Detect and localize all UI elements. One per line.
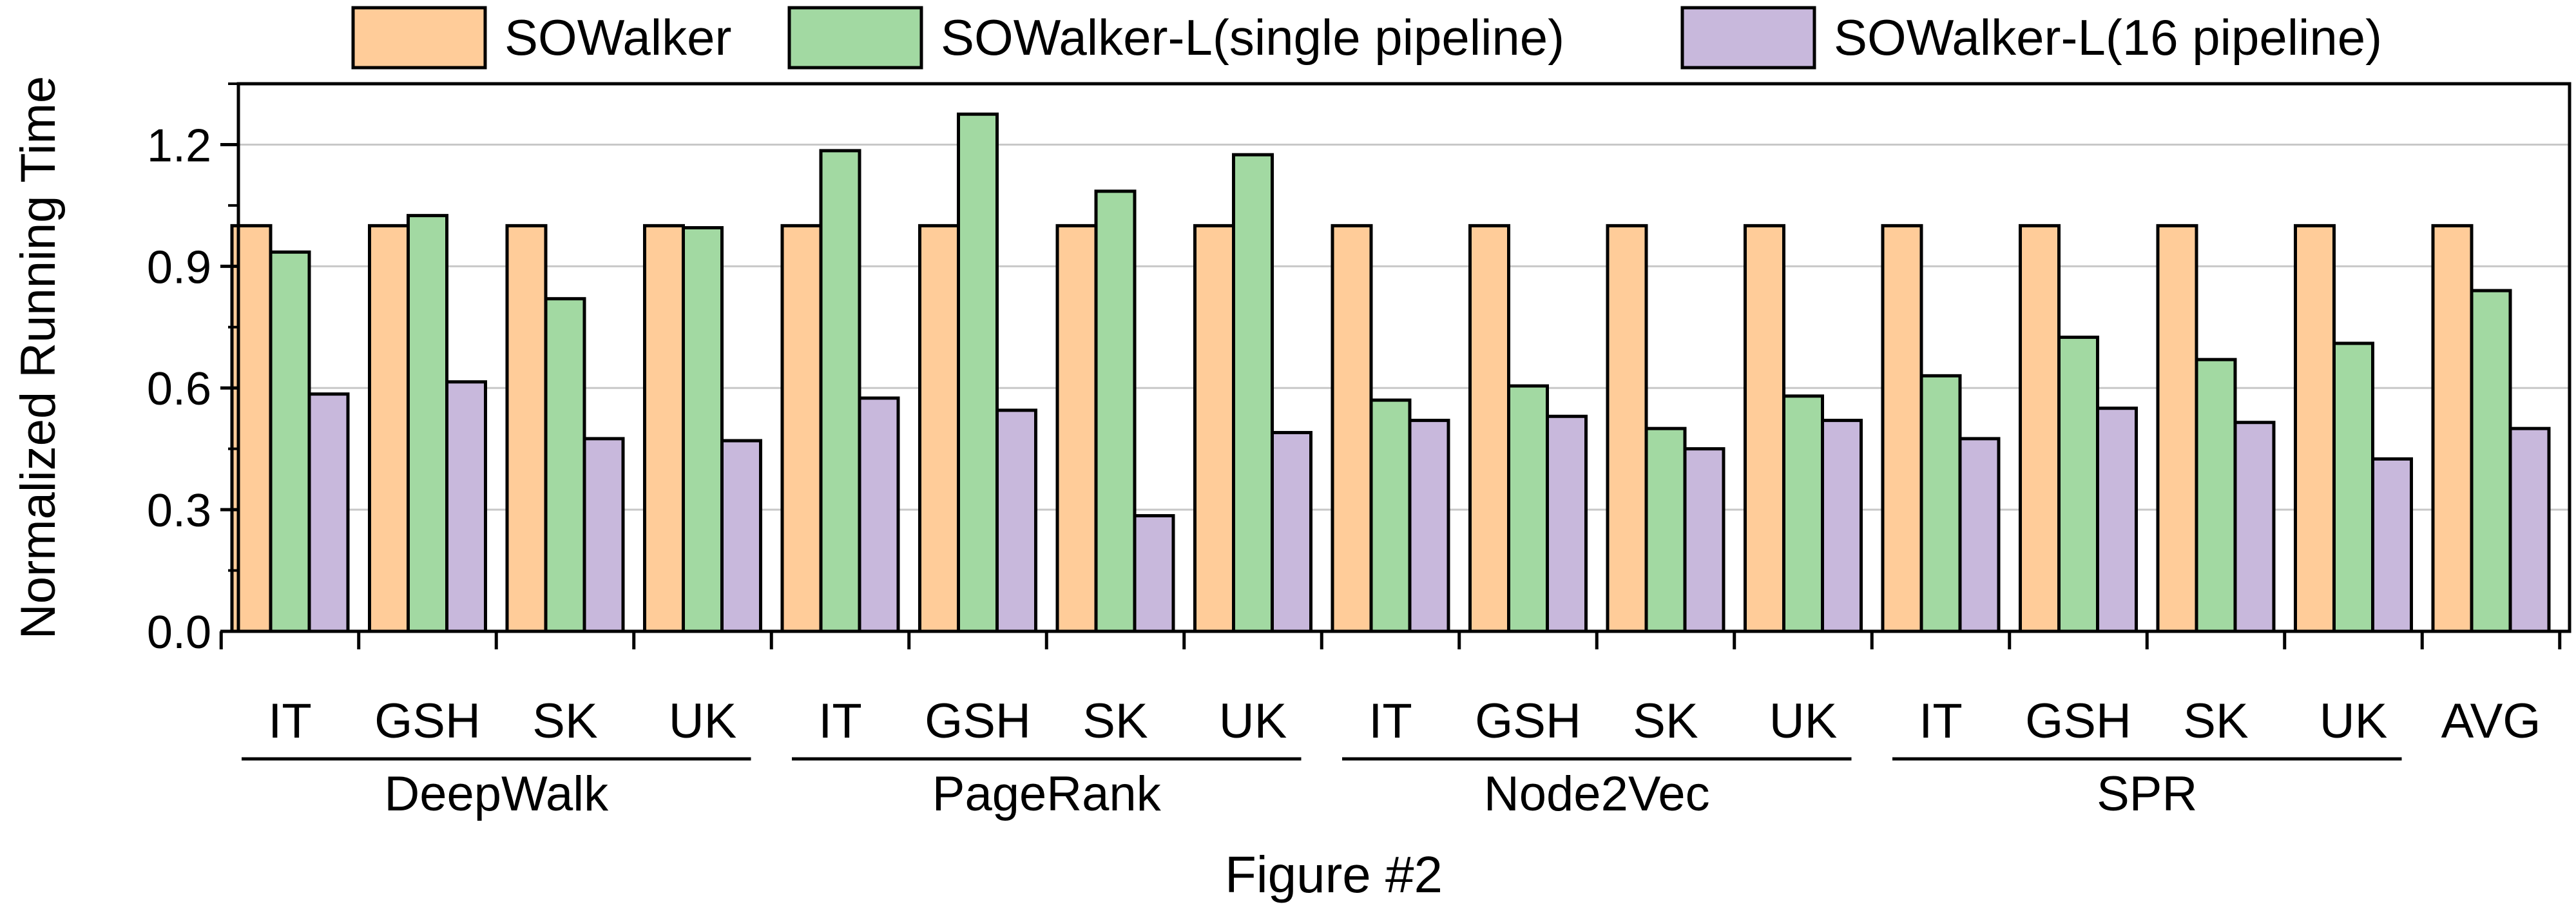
legend-swatch xyxy=(1680,6,1816,70)
bar xyxy=(1271,430,1312,633)
x-tick-label: GSH xyxy=(374,694,481,749)
bar xyxy=(445,380,487,633)
bars xyxy=(230,112,2551,633)
bar xyxy=(1821,419,1863,633)
bar xyxy=(368,224,410,633)
plot-frame xyxy=(236,82,2571,633)
bar xyxy=(918,224,960,633)
legend-label: SOWalker-L(single pipeline) xyxy=(941,9,1564,66)
bar xyxy=(2294,224,2336,633)
bar xyxy=(1094,189,1137,633)
legend-label: SOWalker xyxy=(505,9,732,66)
group-label: PageRank xyxy=(932,767,1162,821)
group-label: Node2Vec xyxy=(1484,767,1710,821)
bar xyxy=(2233,421,2276,633)
x-tick-label: SK xyxy=(1082,694,1148,749)
bar xyxy=(2096,406,2138,633)
x-tick-label: GSH xyxy=(925,694,1031,749)
x-tick-label: UK xyxy=(2320,694,2388,749)
bar xyxy=(858,396,900,633)
bar xyxy=(1055,224,1098,633)
bar xyxy=(2431,224,2474,633)
bar xyxy=(957,112,999,633)
bar xyxy=(2371,457,2413,633)
legend-swatch xyxy=(787,6,923,70)
bar xyxy=(544,297,586,633)
bar xyxy=(1683,447,1725,633)
x-tick-label: UK xyxy=(669,694,737,749)
legend-swatch xyxy=(351,6,487,70)
y-tick-label: 0.6 xyxy=(147,363,211,415)
y-tick-label: 0.0 xyxy=(147,607,211,658)
bar xyxy=(819,149,861,633)
bar xyxy=(1193,224,1235,633)
legend: SOWalker SOWalker-L(single pipeline) SOWal… xyxy=(351,6,2382,70)
bar xyxy=(780,224,823,633)
bar xyxy=(643,224,685,633)
legend-label: SOWalker-L(16 pipeline) xyxy=(1834,9,2382,66)
x-tick-label: UK xyxy=(1219,694,1287,749)
bar xyxy=(505,224,548,633)
bar xyxy=(1546,414,1588,633)
x-tick-label: IT xyxy=(1369,694,1412,749)
bar xyxy=(720,439,762,633)
bar xyxy=(2470,289,2512,633)
bar xyxy=(1133,514,1175,633)
group-label: SPR xyxy=(2097,767,2197,821)
axes xyxy=(219,82,2562,761)
bar xyxy=(1958,437,2001,633)
labels: 0.0 0.3 0.6 0.9 1.2 IT GSH SK UK IT GSH SK UK IT GSH SK… xyxy=(147,120,2541,821)
y-axis-label: Normalized Running Time xyxy=(11,76,66,639)
bar xyxy=(2508,426,2551,633)
bar xyxy=(1744,224,1785,633)
x-tick-label: GSH xyxy=(1475,694,1581,749)
x-tick-label: AVG xyxy=(2441,694,2541,749)
bar xyxy=(2057,336,2099,633)
x-tick-label: SK xyxy=(532,694,597,749)
bar xyxy=(269,250,311,633)
x-tick-label: IT xyxy=(818,694,862,749)
x-tick-label: IT xyxy=(1919,694,1963,749)
bar xyxy=(407,214,448,633)
bar xyxy=(682,226,724,633)
bar xyxy=(1232,153,1274,633)
bar xyxy=(1919,374,1962,633)
x-tick-label: SK xyxy=(2183,694,2248,749)
bar xyxy=(995,408,1037,633)
y-tick-label: 0.9 xyxy=(147,242,211,293)
x-tick-label: IT xyxy=(268,694,312,749)
x-tick-label: SK xyxy=(1633,694,1698,749)
bar xyxy=(2332,341,2374,633)
bar xyxy=(307,392,350,633)
bar xyxy=(2019,224,2061,633)
bar xyxy=(1606,224,1648,633)
y-tick-label: 0.3 xyxy=(147,485,211,537)
bar xyxy=(2195,358,2237,633)
bar xyxy=(1408,419,1450,633)
bar xyxy=(1369,398,1412,633)
x-axis-label: Figure #2 xyxy=(1225,846,1443,903)
group-label: DeepWalk xyxy=(384,767,609,821)
bar xyxy=(1881,224,1923,633)
y-tick-label: 1.2 xyxy=(147,120,211,171)
x-tick-label: GSH xyxy=(2025,694,2131,749)
x-tick-label: UK xyxy=(1769,694,1838,749)
bar xyxy=(1782,394,1824,633)
bar xyxy=(2156,224,2198,633)
bar xyxy=(582,437,625,633)
bar xyxy=(1468,224,1510,633)
bar xyxy=(1331,224,1373,633)
bar xyxy=(1507,384,1549,633)
bar xyxy=(1644,426,1687,633)
